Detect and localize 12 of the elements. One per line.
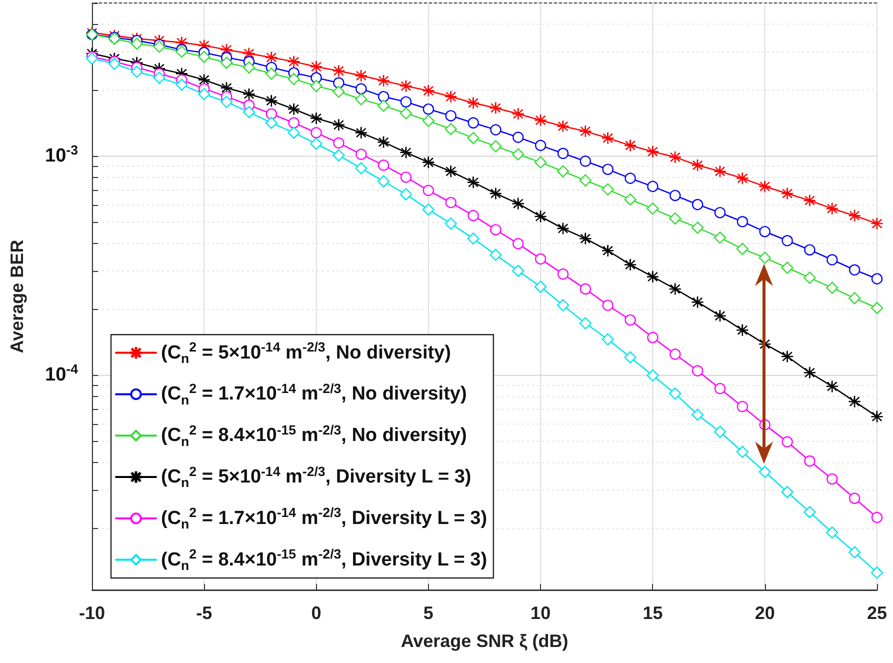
x-tick-label: 5 <box>423 603 434 623</box>
x-axis-title: Average SNR ξ (dB) <box>400 631 568 651</box>
y-tick-label: 10$^{-4}$ <box>45 362 78 386</box>
y-axis-title: Average BER <box>7 240 27 354</box>
x-tick-label: 15 <box>642 603 663 623</box>
y-tick-label: 10$^{-3}$ <box>45 142 78 167</box>
x-tick-label: 10 <box>530 603 551 623</box>
x-tick-label: 0 <box>311 603 322 623</box>
x-tick-label: -10 <box>78 603 106 623</box>
x-tick-label: 25 <box>866 603 888 623</box>
x-tick-label: 20 <box>754 603 775 623</box>
x-tick-label: -5 <box>196 603 212 623</box>
